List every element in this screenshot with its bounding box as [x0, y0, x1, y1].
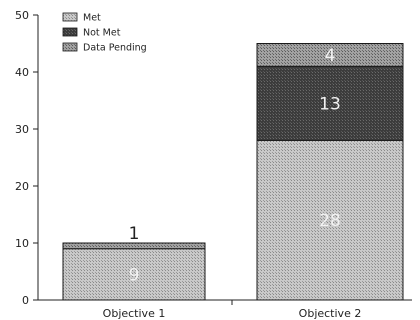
- y-tick-label: 20: [15, 180, 29, 193]
- x-tick-label: Objective 1: [103, 307, 166, 320]
- bar-segment-met: [256, 139, 404, 301]
- bar-segment-data-pending: [62, 242, 206, 250]
- bars: [62, 43, 404, 301]
- y-tick-label: 10: [15, 237, 29, 250]
- legend-swatch: [62, 42, 78, 52]
- bar-segment-not-met: [256, 65, 404, 141]
- data-labels: 9 1 28 13 4: [129, 46, 341, 285]
- data-label: 13: [319, 94, 341, 114]
- data-label: 1: [129, 224, 140, 244]
- y-tick-label: 30: [15, 123, 29, 136]
- x-tick-label: Objective 2: [299, 307, 362, 320]
- legend-label: Met: [83, 13, 101, 24]
- legend: Met Not Met Data Pending: [62, 12, 147, 54]
- bar-segment-met: [62, 248, 206, 301]
- bar-segment-data-pending: [256, 43, 404, 67]
- y-tick-label: 0: [22, 294, 29, 307]
- legend-swatch: [62, 12, 78, 22]
- data-label: 28: [319, 211, 341, 231]
- legend-swatch: [62, 27, 78, 37]
- data-label: 9: [129, 265, 140, 285]
- legend-label: Not Met: [83, 28, 121, 39]
- data-label: 4: [325, 46, 336, 66]
- y-tick-label: 40: [15, 66, 29, 79]
- y-tick-label: 50: [15, 9, 29, 22]
- legend-label: Data Pending: [83, 43, 147, 54]
